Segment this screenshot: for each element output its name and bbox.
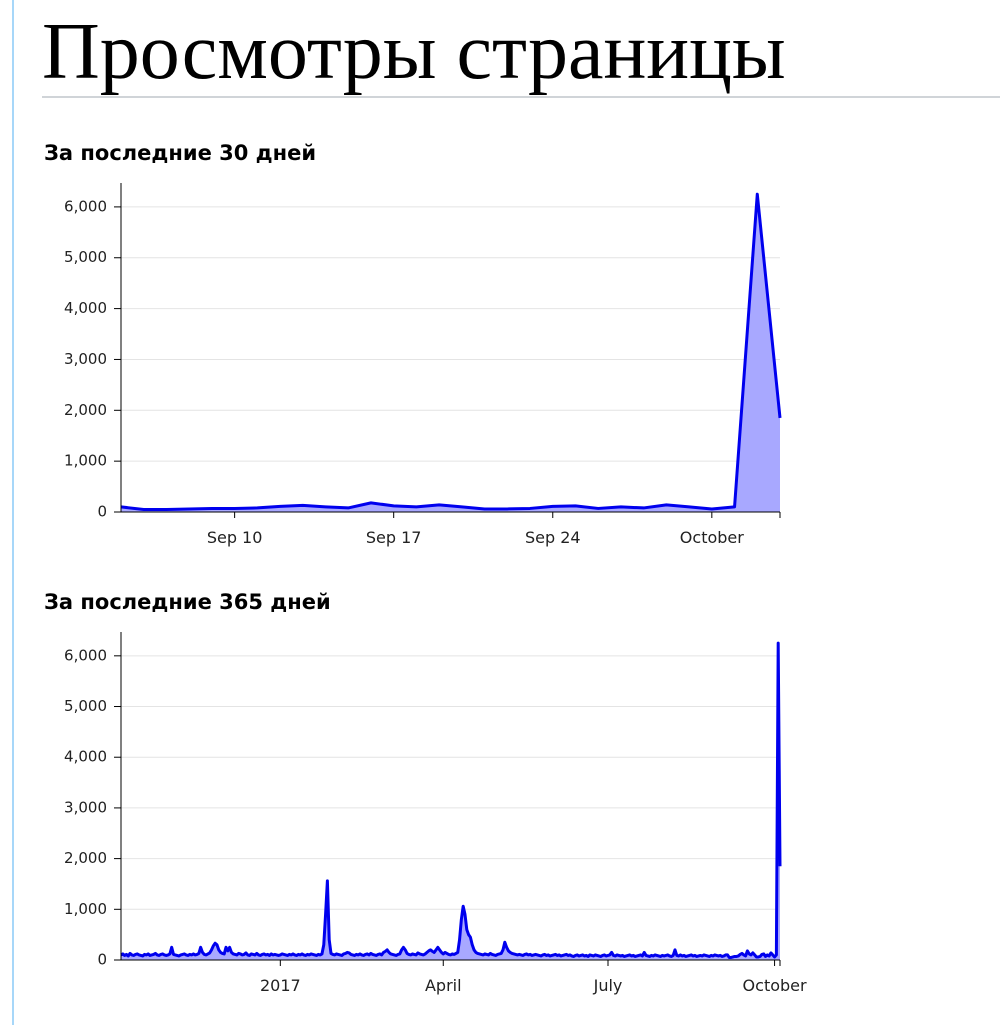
y-tick-label: 5,000 xyxy=(64,697,107,715)
y-tick-label: 4,000 xyxy=(64,299,107,317)
x-tick-label: October xyxy=(743,976,807,995)
y-tick-label: 3,000 xyxy=(64,350,107,368)
y-tick-label: 1,000 xyxy=(64,452,107,470)
x-tick-label: July xyxy=(593,976,623,995)
area-fill xyxy=(121,194,780,512)
x-tick-label: Sep 24 xyxy=(525,528,581,547)
y-tick-label: 1,000 xyxy=(64,900,107,918)
y-tick-label: 3,000 xyxy=(64,798,107,816)
section-heading: За последние 365 дней xyxy=(44,590,331,614)
section-heading: За последние 30 дней xyxy=(44,141,316,165)
y-tick-label: 5,000 xyxy=(64,248,107,266)
line xyxy=(120,192,782,511)
x-tick-label: October xyxy=(680,528,744,547)
x-tick-label: Sep 10 xyxy=(207,528,263,547)
area-fill xyxy=(121,643,780,960)
x-tick-label: Sep 17 xyxy=(366,528,422,547)
y-tick-label: 0 xyxy=(97,503,107,521)
y-tick-label: 0 xyxy=(97,951,107,969)
line xyxy=(120,641,782,959)
y-tick-label: 6,000 xyxy=(64,646,107,664)
y-tick-label: 6,000 xyxy=(64,197,107,215)
y-tick-label: 2,000 xyxy=(64,401,107,419)
y-tick-label: 4,000 xyxy=(64,748,107,766)
x-tick-label: April xyxy=(425,976,462,995)
page-title: Просмотры страницы xyxy=(42,8,786,96)
y-tick-label: 2,000 xyxy=(64,849,107,867)
x-tick-label: 2017 xyxy=(260,976,301,995)
